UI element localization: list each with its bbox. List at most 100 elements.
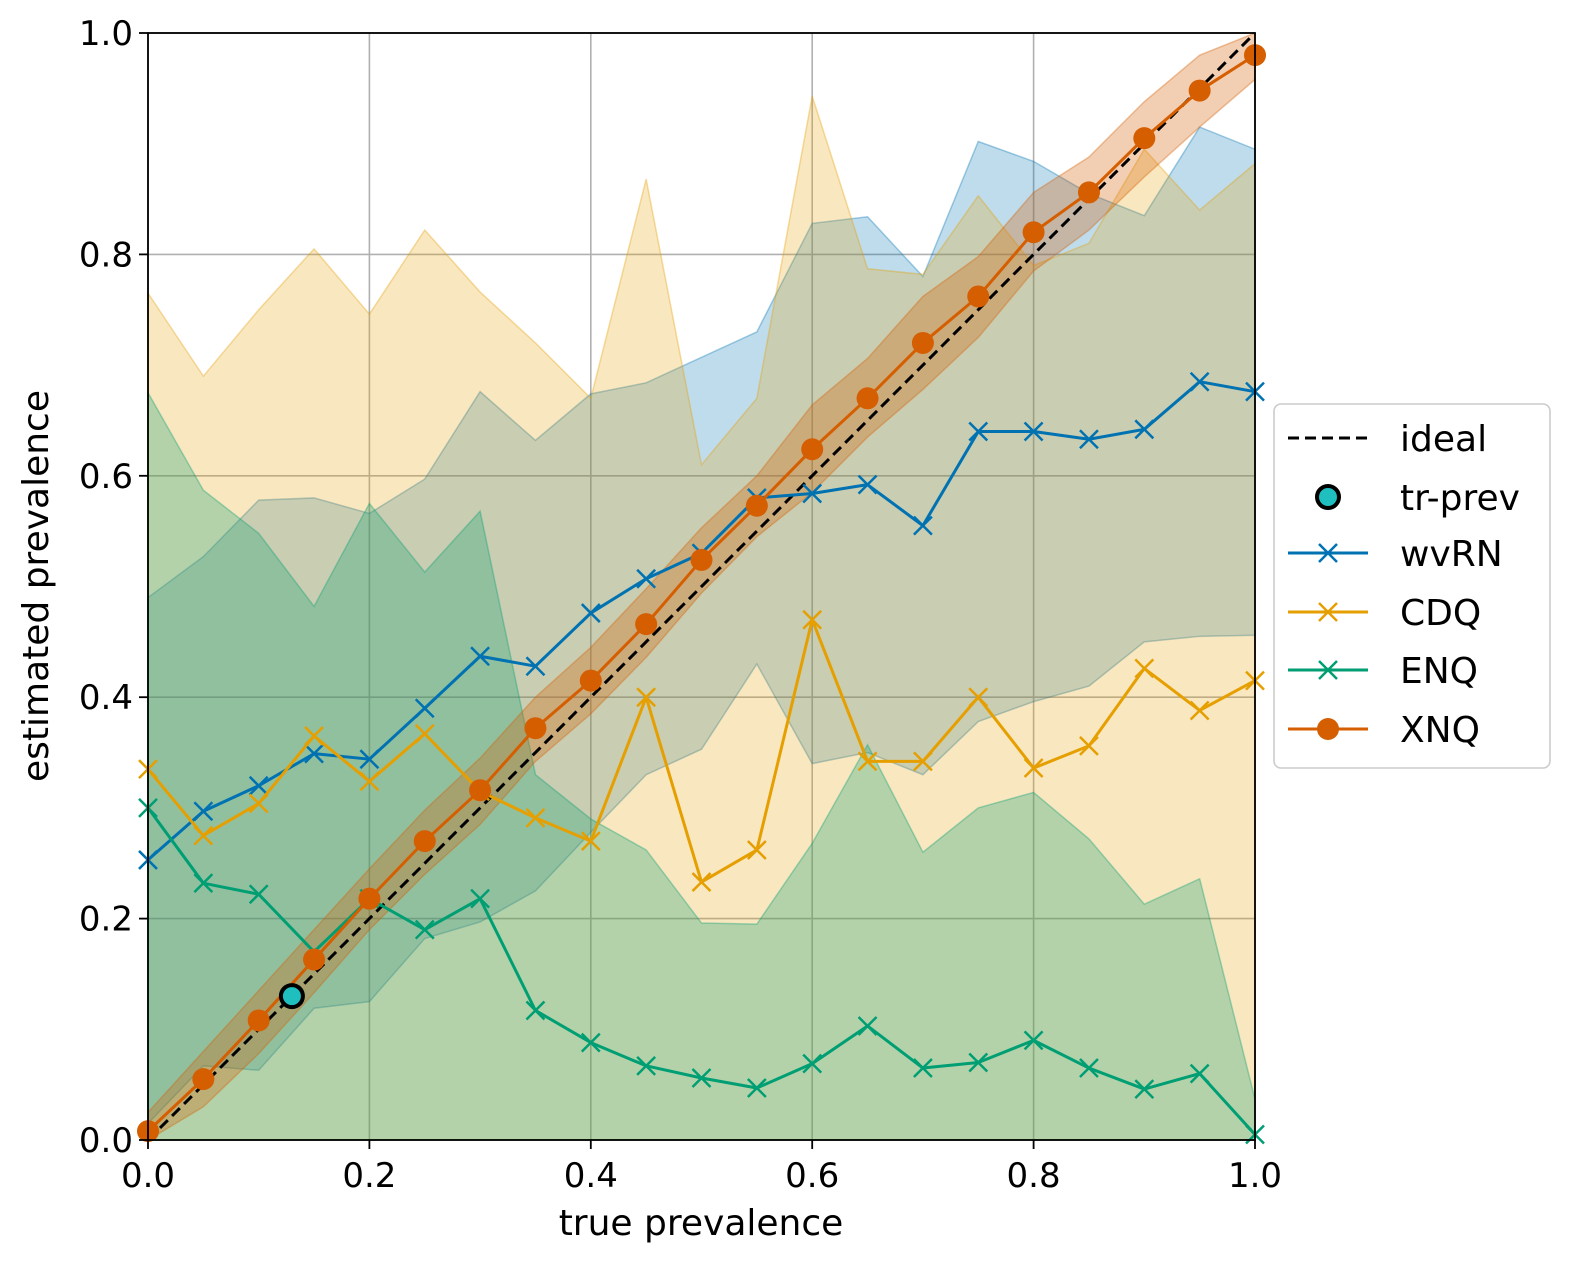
point-wvrn-2 bbox=[248, 775, 269, 796]
plot-frame bbox=[147, 32, 1256, 1141]
series-cdq bbox=[138, 609, 1265, 892]
point-enq-11 bbox=[746, 1078, 767, 1098]
point-wvrn-15 bbox=[968, 421, 989, 442]
point-enq-7 bbox=[525, 1000, 546, 1021]
point-wvrn-9 bbox=[636, 568, 657, 589]
point-xnq-14 bbox=[911, 331, 934, 354]
grid-lines bbox=[147, 32, 1256, 1141]
point-xnq-13 bbox=[856, 387, 879, 410]
point-wvrn-14 bbox=[913, 515, 933, 536]
point-enq-5 bbox=[414, 919, 435, 940]
ideal-line bbox=[146, 31, 1257, 1142]
point-enq-15 bbox=[968, 1052, 989, 1073]
point-xnq-19 bbox=[1188, 79, 1211, 102]
series-xnq bbox=[137, 44, 1266, 1143]
point-enq-16 bbox=[1023, 1030, 1044, 1051]
point-xnq-7 bbox=[524, 717, 547, 740]
series-lines bbox=[137, 44, 1266, 1145]
y-tick-label-3: 0.6 bbox=[79, 457, 133, 497]
point-wvrn-17 bbox=[1079, 429, 1099, 450]
y-tick-label-5: 1.0 bbox=[79, 14, 133, 54]
ideal-line-group bbox=[146, 31, 1257, 1142]
point-enq-19 bbox=[1189, 1063, 1210, 1084]
legend-entry-wvrn: wvRN bbox=[1288, 534, 1503, 575]
point-wvrn-8 bbox=[580, 603, 601, 623]
point-wvrn-13 bbox=[857, 474, 878, 495]
point-enq-2 bbox=[248, 884, 269, 905]
point-wvrn-18 bbox=[1134, 419, 1155, 440]
point-xnq-15 bbox=[967, 285, 990, 308]
tr-prev-marker-group bbox=[278, 983, 305, 1010]
legend-label-tr-prev: tr-prev bbox=[1400, 478, 1520, 519]
point-cdq-18 bbox=[1134, 658, 1155, 679]
y-tick-label-0: 0.0 bbox=[79, 1121, 133, 1161]
point-cdq-5 bbox=[414, 723, 435, 744]
point-cdq-14 bbox=[913, 751, 933, 772]
legend-swatch-xnq-marker bbox=[1317, 718, 1339, 740]
point-xnq-2 bbox=[247, 1009, 270, 1032]
point-xnq-5 bbox=[413, 830, 436, 853]
x-tick-label-2: 0.4 bbox=[564, 1156, 618, 1196]
legend-frame bbox=[1273, 403, 1551, 769]
legend-label-xnq: XNQ bbox=[1400, 710, 1480, 751]
point-cdq-16 bbox=[1023, 758, 1044, 778]
y-tick-label-2: 0.4 bbox=[79, 678, 133, 718]
tr-prev-marker bbox=[278, 983, 305, 1010]
legend-label-ideal: ideal bbox=[1400, 419, 1487, 460]
legend-entry-enq: ENQ bbox=[1288, 651, 1478, 692]
point-cdq-13 bbox=[857, 751, 878, 772]
point-enq-10 bbox=[691, 1068, 712, 1088]
x-tick-label-1: 0.2 bbox=[342, 1156, 396, 1196]
point-enq-18 bbox=[1134, 1079, 1155, 1099]
point-wvrn-5 bbox=[414, 698, 435, 719]
point-cdq-17 bbox=[1079, 736, 1099, 756]
point-cdq-4 bbox=[359, 771, 380, 792]
legend-entry-ideal: ideal bbox=[1288, 419, 1487, 460]
legend-label-wvrn: wvRN bbox=[1400, 534, 1503, 575]
point-wvrn-7 bbox=[525, 656, 546, 677]
point-cdq-1 bbox=[193, 825, 214, 846]
point-wvrn-4 bbox=[359, 749, 380, 770]
point-xnq-17 bbox=[1077, 181, 1100, 204]
point-xnq-9 bbox=[635, 613, 658, 636]
legend-label-enq: ENQ bbox=[1400, 651, 1478, 692]
point-wvrn-6 bbox=[470, 646, 490, 667]
x-tick-label-5: 1.0 bbox=[1228, 1156, 1282, 1196]
point-cdq-2 bbox=[248, 793, 269, 814]
y-tick-label-1: 0.2 bbox=[79, 900, 133, 940]
x-tick-label-4: 0.8 bbox=[1007, 1156, 1061, 1196]
point-cdq-3 bbox=[304, 726, 324, 746]
point-xnq-10 bbox=[690, 548, 713, 571]
point-cdq-9 bbox=[636, 687, 657, 708]
point-xnq-1 bbox=[192, 1068, 215, 1091]
point-xnq-12 bbox=[801, 438, 824, 461]
point-wvrn-16 bbox=[1023, 421, 1044, 442]
point-wvrn-1 bbox=[193, 801, 214, 822]
point-enq-13 bbox=[857, 1016, 878, 1036]
legend-swatch-cdq-marker bbox=[1318, 602, 1338, 622]
point-wvrn-3 bbox=[304, 743, 324, 764]
y-axis-label: estimated prevalence bbox=[16, 390, 57, 782]
point-cdq-11 bbox=[746, 840, 767, 860]
point-enq-6 bbox=[470, 888, 490, 909]
y-tick-label-4: 0.8 bbox=[79, 235, 133, 275]
point-wvrn-19 bbox=[1189, 371, 1210, 392]
legend-entry-cdq: CDQ bbox=[1288, 593, 1481, 634]
x-tick-label-3: 0.6 bbox=[785, 1156, 839, 1196]
point-xnq-16 bbox=[1022, 221, 1045, 244]
point-xnq-4 bbox=[358, 887, 381, 910]
point-cdq-7 bbox=[525, 807, 546, 828]
legend-swatch-tr-prev bbox=[1315, 484, 1341, 510]
point-xnq-11 bbox=[745, 494, 768, 517]
point-enq-1 bbox=[193, 873, 214, 894]
point-xnq-8 bbox=[579, 669, 602, 692]
axis-ticks: 0.0 0.2 0.4 0.6 0.8 1.0 0.0 0.2 0.4 0.6 0.8 1.0 bbox=[79, 14, 1282, 1196]
point-enq-9 bbox=[636, 1055, 657, 1076]
legend-entry-tr-prev: tr-prev bbox=[1315, 478, 1520, 519]
point-cdq-15 bbox=[968, 687, 989, 708]
point-wvrn-12 bbox=[802, 483, 823, 504]
point-cdq-12 bbox=[802, 609, 823, 630]
x-axis-label: true prevalence bbox=[559, 1203, 844, 1244]
point-xnq-3 bbox=[303, 948, 326, 971]
